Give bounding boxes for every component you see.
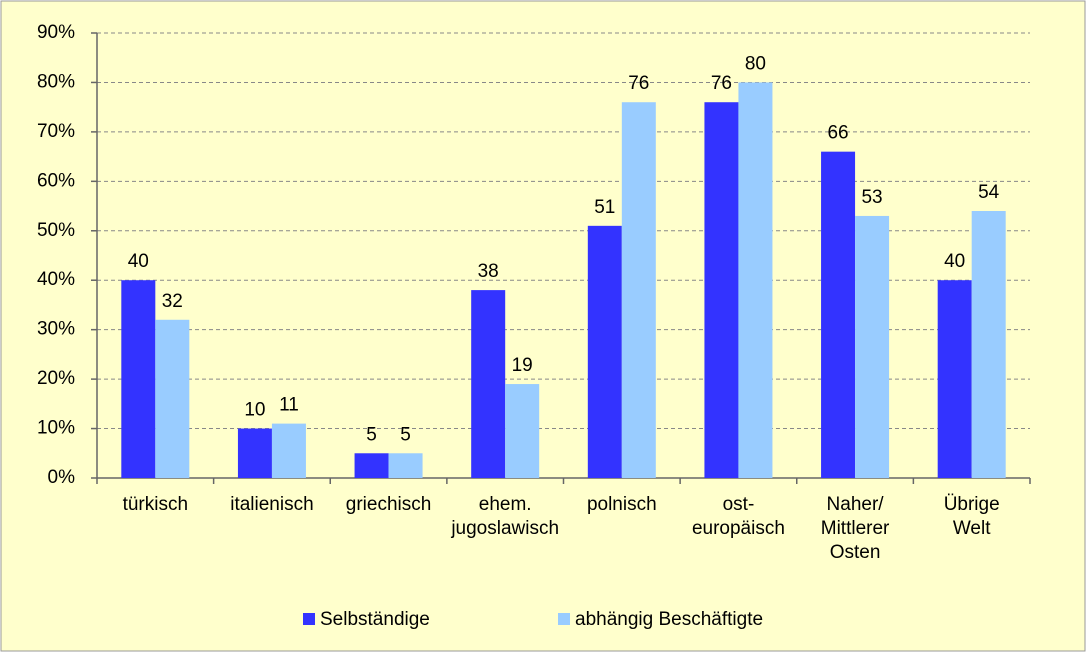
bar <box>505 384 540 478</box>
x-tick-label: griechisch <box>346 494 432 515</box>
legend-label: Selbständige <box>320 609 430 630</box>
x-tick-label: polnisch <box>587 494 657 515</box>
bar <box>155 319 190 478</box>
bar <box>704 102 739 478</box>
data-label: 5 <box>366 424 377 445</box>
data-label: 76 <box>711 73 732 94</box>
y-tick-label: 0% <box>48 467 76 488</box>
legend-label: abhängig Beschäftigte <box>575 609 763 630</box>
bar <box>271 423 306 478</box>
bar <box>471 290 506 478</box>
y-tick-label: 90% <box>37 22 75 43</box>
bar <box>738 82 773 478</box>
data-label: 80 <box>745 53 766 74</box>
bar <box>937 280 972 478</box>
data-label: 66 <box>827 123 848 144</box>
y-tick-label: 10% <box>37 418 75 439</box>
x-tick-label: ehem. <box>479 494 532 515</box>
data-label: 51 <box>594 197 615 218</box>
y-tick-label: 20% <box>37 368 75 389</box>
x-tick-label: europäisch <box>692 518 785 539</box>
x-tick-label: jugoslawisch <box>450 518 559 539</box>
data-label: 19 <box>512 355 533 376</box>
data-label: 10 <box>244 400 265 421</box>
bar <box>855 215 890 478</box>
data-label: 76 <box>628 73 649 94</box>
legend-swatch <box>558 613 570 625</box>
legend-swatch <box>303 613 315 625</box>
x-tick-label: Übrige <box>944 494 1000 515</box>
data-label: 54 <box>978 182 1000 203</box>
x-tick-label: türkisch <box>123 494 188 515</box>
bar <box>821 151 856 478</box>
y-tick-label: 70% <box>37 121 75 142</box>
data-label: 40 <box>944 251 965 272</box>
bar <box>621 102 656 478</box>
data-label: 5 <box>400 424 411 445</box>
x-tick-label: Osten <box>830 542 881 563</box>
x-tick-label: ost- <box>723 494 755 515</box>
x-tick-label: Naher/ <box>827 494 885 515</box>
bar <box>388 453 423 478</box>
data-label: 11 <box>279 395 299 416</box>
data-label: 53 <box>861 187 882 208</box>
y-tick-label: 80% <box>37 71 75 92</box>
bar <box>971 211 1006 478</box>
data-label: 40 <box>128 251 149 272</box>
x-tick-label: Welt <box>953 518 991 539</box>
data-label: 38 <box>478 261 499 282</box>
x-tick-label: italienisch <box>230 494 313 515</box>
bar <box>587 225 622 478</box>
bar <box>354 453 389 478</box>
y-tick-label: 40% <box>37 269 75 290</box>
y-tick-label: 30% <box>37 319 75 340</box>
x-tick-label: Mittlerer <box>821 518 890 539</box>
bar <box>121 280 156 478</box>
bar <box>237 428 272 478</box>
y-tick-label: 60% <box>37 170 75 191</box>
data-label: 32 <box>162 291 183 312</box>
y-tick-label: 50% <box>37 220 75 241</box>
